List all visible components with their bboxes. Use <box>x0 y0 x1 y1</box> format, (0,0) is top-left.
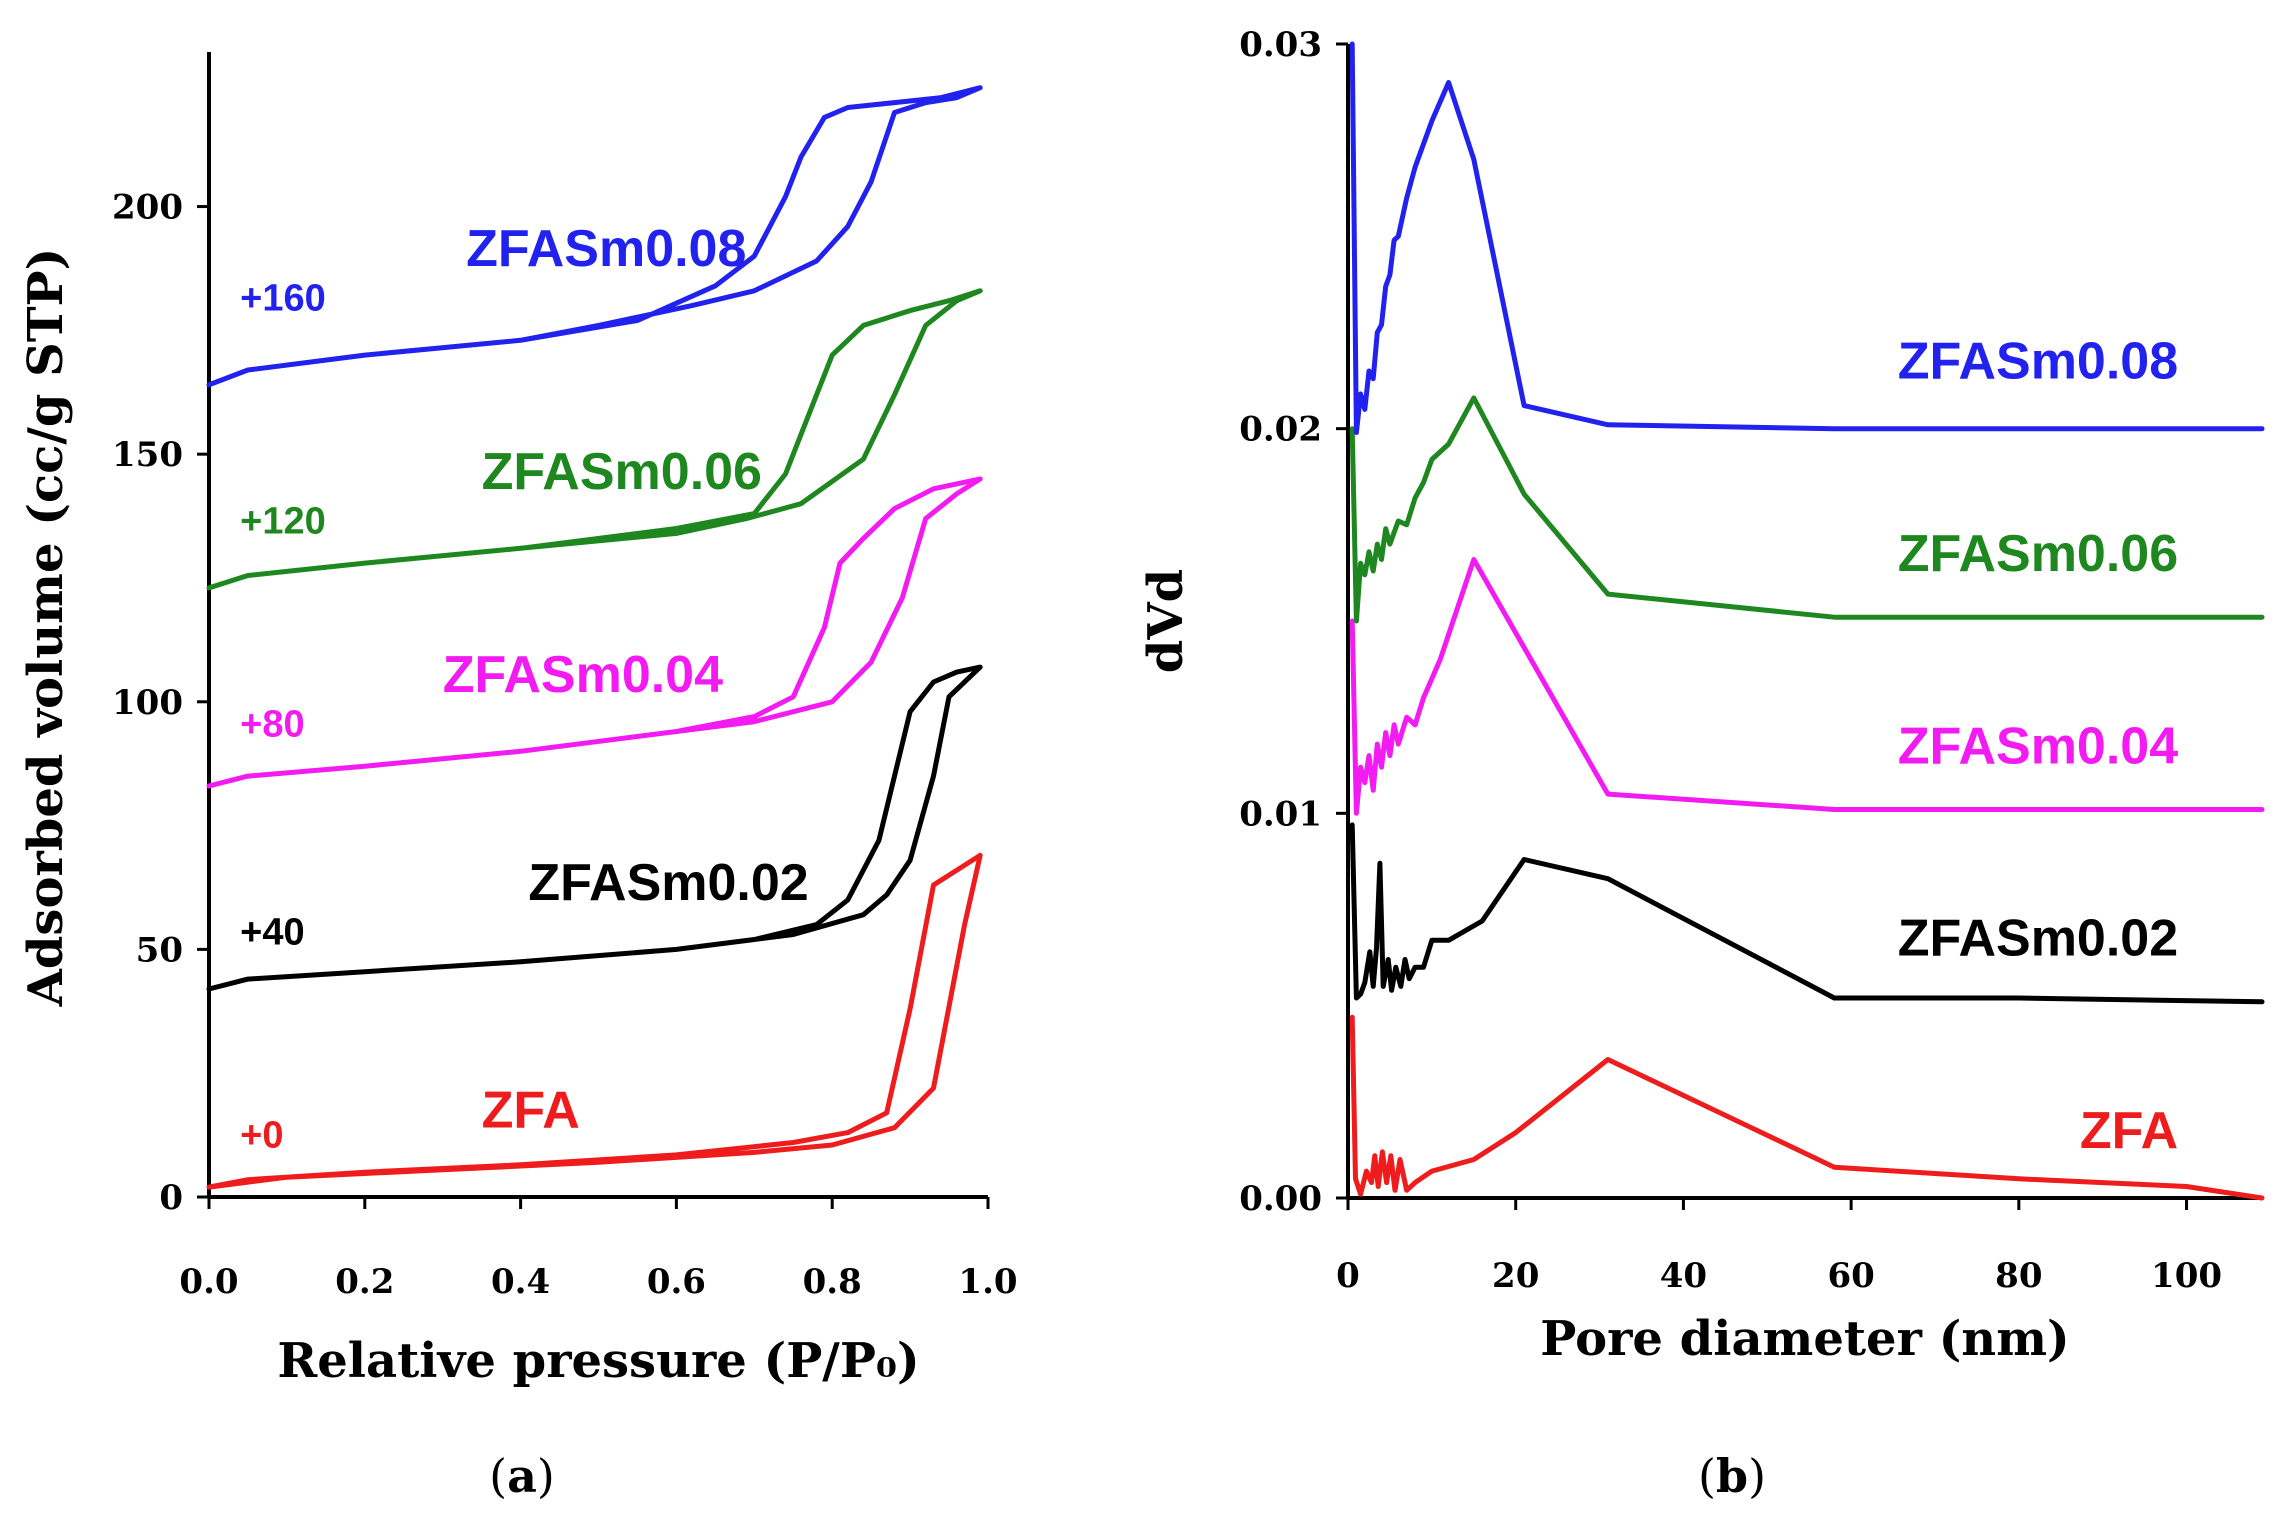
offset-label-a-zfasm0-02: +40 <box>240 911 304 953</box>
x-tick-label-a: 0.8 <box>803 1262 862 1302</box>
caption-letter-b: b <box>1716 1449 1748 1503</box>
caption-open-a: ( <box>489 1449 507 1503</box>
y-tick-label-b: 0.03 <box>1239 25 1322 65</box>
y-tick-label-a: 50 <box>136 930 183 970</box>
y-tick-label-a: 100 <box>112 683 183 723</box>
series-label-b-zfasm0-04: ZFASm0.04 <box>1898 717 2178 775</box>
series-line-b-zfa <box>1349 1014 2265 1201</box>
y-tick-label-b: 0.00 <box>1239 1179 1322 1219</box>
series-line-a-zfasm0-06 <box>206 288 983 591</box>
x-tick-label-b: 20 <box>1492 1256 1539 1296</box>
x-tick-label-b: 100 <box>2151 1256 2222 1296</box>
y-axis-label-b: dVd <box>1138 569 1194 673</box>
series-line-b-zfasm0-02 <box>1349 822 2265 1005</box>
y-tick-label-b: 0.01 <box>1239 794 1322 834</box>
caption-close-b: ) <box>1748 1449 1766 1503</box>
series-label-b-zfasm0-02: ZFASm0.02 <box>1898 910 2178 968</box>
caption-open-b: ( <box>1698 1449 1716 1503</box>
panel-caption-a: (a) <box>489 1449 555 1503</box>
y-tick-label-a: 0 <box>159 1178 183 1218</box>
x-axis-label-b: Pore diameter (nm) <box>1540 1311 2069 1367</box>
x-tick-label-a: 0.0 <box>179 1262 238 1302</box>
x-tick-label-b: 80 <box>1995 1256 2042 1296</box>
offset-label-a-zfasm0-06: +120 <box>240 500 326 542</box>
x-tick-label-b: 60 <box>1827 1256 1874 1296</box>
series-label-b-zfa: ZFA <box>2080 1102 2178 1160</box>
offset-label-a-zfasm0-08: +160 <box>240 278 326 320</box>
series-line-a-zfasm0-08 <box>206 85 983 388</box>
series-label-a-zfasm0-06: ZFASm0.06 <box>482 443 762 501</box>
series-label-a-zfasm0-02: ZFASm0.02 <box>528 854 808 912</box>
series-line-a-zfa <box>206 852 983 1190</box>
series-line-b-zfasm0-04 <box>1349 557 2265 816</box>
series-line-a-zfasm0-02 <box>206 664 983 992</box>
caption-letter-a: a <box>507 1449 537 1503</box>
x-tick-label-b: 0 <box>1336 1256 1360 1296</box>
series-label-a-zfasm0-04: ZFASm0.04 <box>443 646 723 704</box>
series-line-b-zfasm0-08 <box>1349 41 2265 435</box>
panel-b-chart: 0 20 40 60 80 100 0.00 0.01 0.02 0.03 Pore diamete… <box>1138 25 2265 1503</box>
y-tick-label-b: 0.02 <box>1239 410 1322 450</box>
offset-label-a-zfasm0-04: +80 <box>240 703 304 745</box>
y-tick-label-a: 200 <box>112 188 183 228</box>
y-tick-label-a: 150 <box>112 435 183 475</box>
panel-caption-b: (b) <box>1698 1449 1766 1503</box>
x-tick-label-a: 1.0 <box>958 1262 1017 1302</box>
series-label-b-zfasm0-06: ZFASm0.06 <box>1898 525 2178 583</box>
y-axis-label-a: Adsorbed volume (cc/g STP) <box>18 248 74 1008</box>
series-label-a-zfa: ZFA <box>482 1082 580 1140</box>
x-tick-label-b: 40 <box>1660 1256 1707 1296</box>
x-tick-label-a: 0.2 <box>335 1262 394 1302</box>
series-label-a-zfasm0-08: ZFASm0.08 <box>466 220 746 278</box>
x-axis-label-a: Relative pressure (P/P₀) <box>277 1333 919 1389</box>
offset-label-a-zfa: +0 <box>240 1114 283 1156</box>
series-line-a-zfasm0-04 <box>206 476 983 789</box>
series-line-b-zfasm0-06 <box>1349 395 2265 624</box>
panel-a-chart: 0.0 0.2 0.4 0.6 0.8 1.0 0 50 100 150 200 Relative p… <box>18 52 1018 1503</box>
x-tick-label-a: 0.6 <box>647 1262 706 1302</box>
series-label-b-zfasm0-08: ZFASm0.08 <box>1898 333 2178 391</box>
caption-close-a: ) <box>537 1449 555 1503</box>
x-tick-label-a: 0.4 <box>491 1262 550 1302</box>
